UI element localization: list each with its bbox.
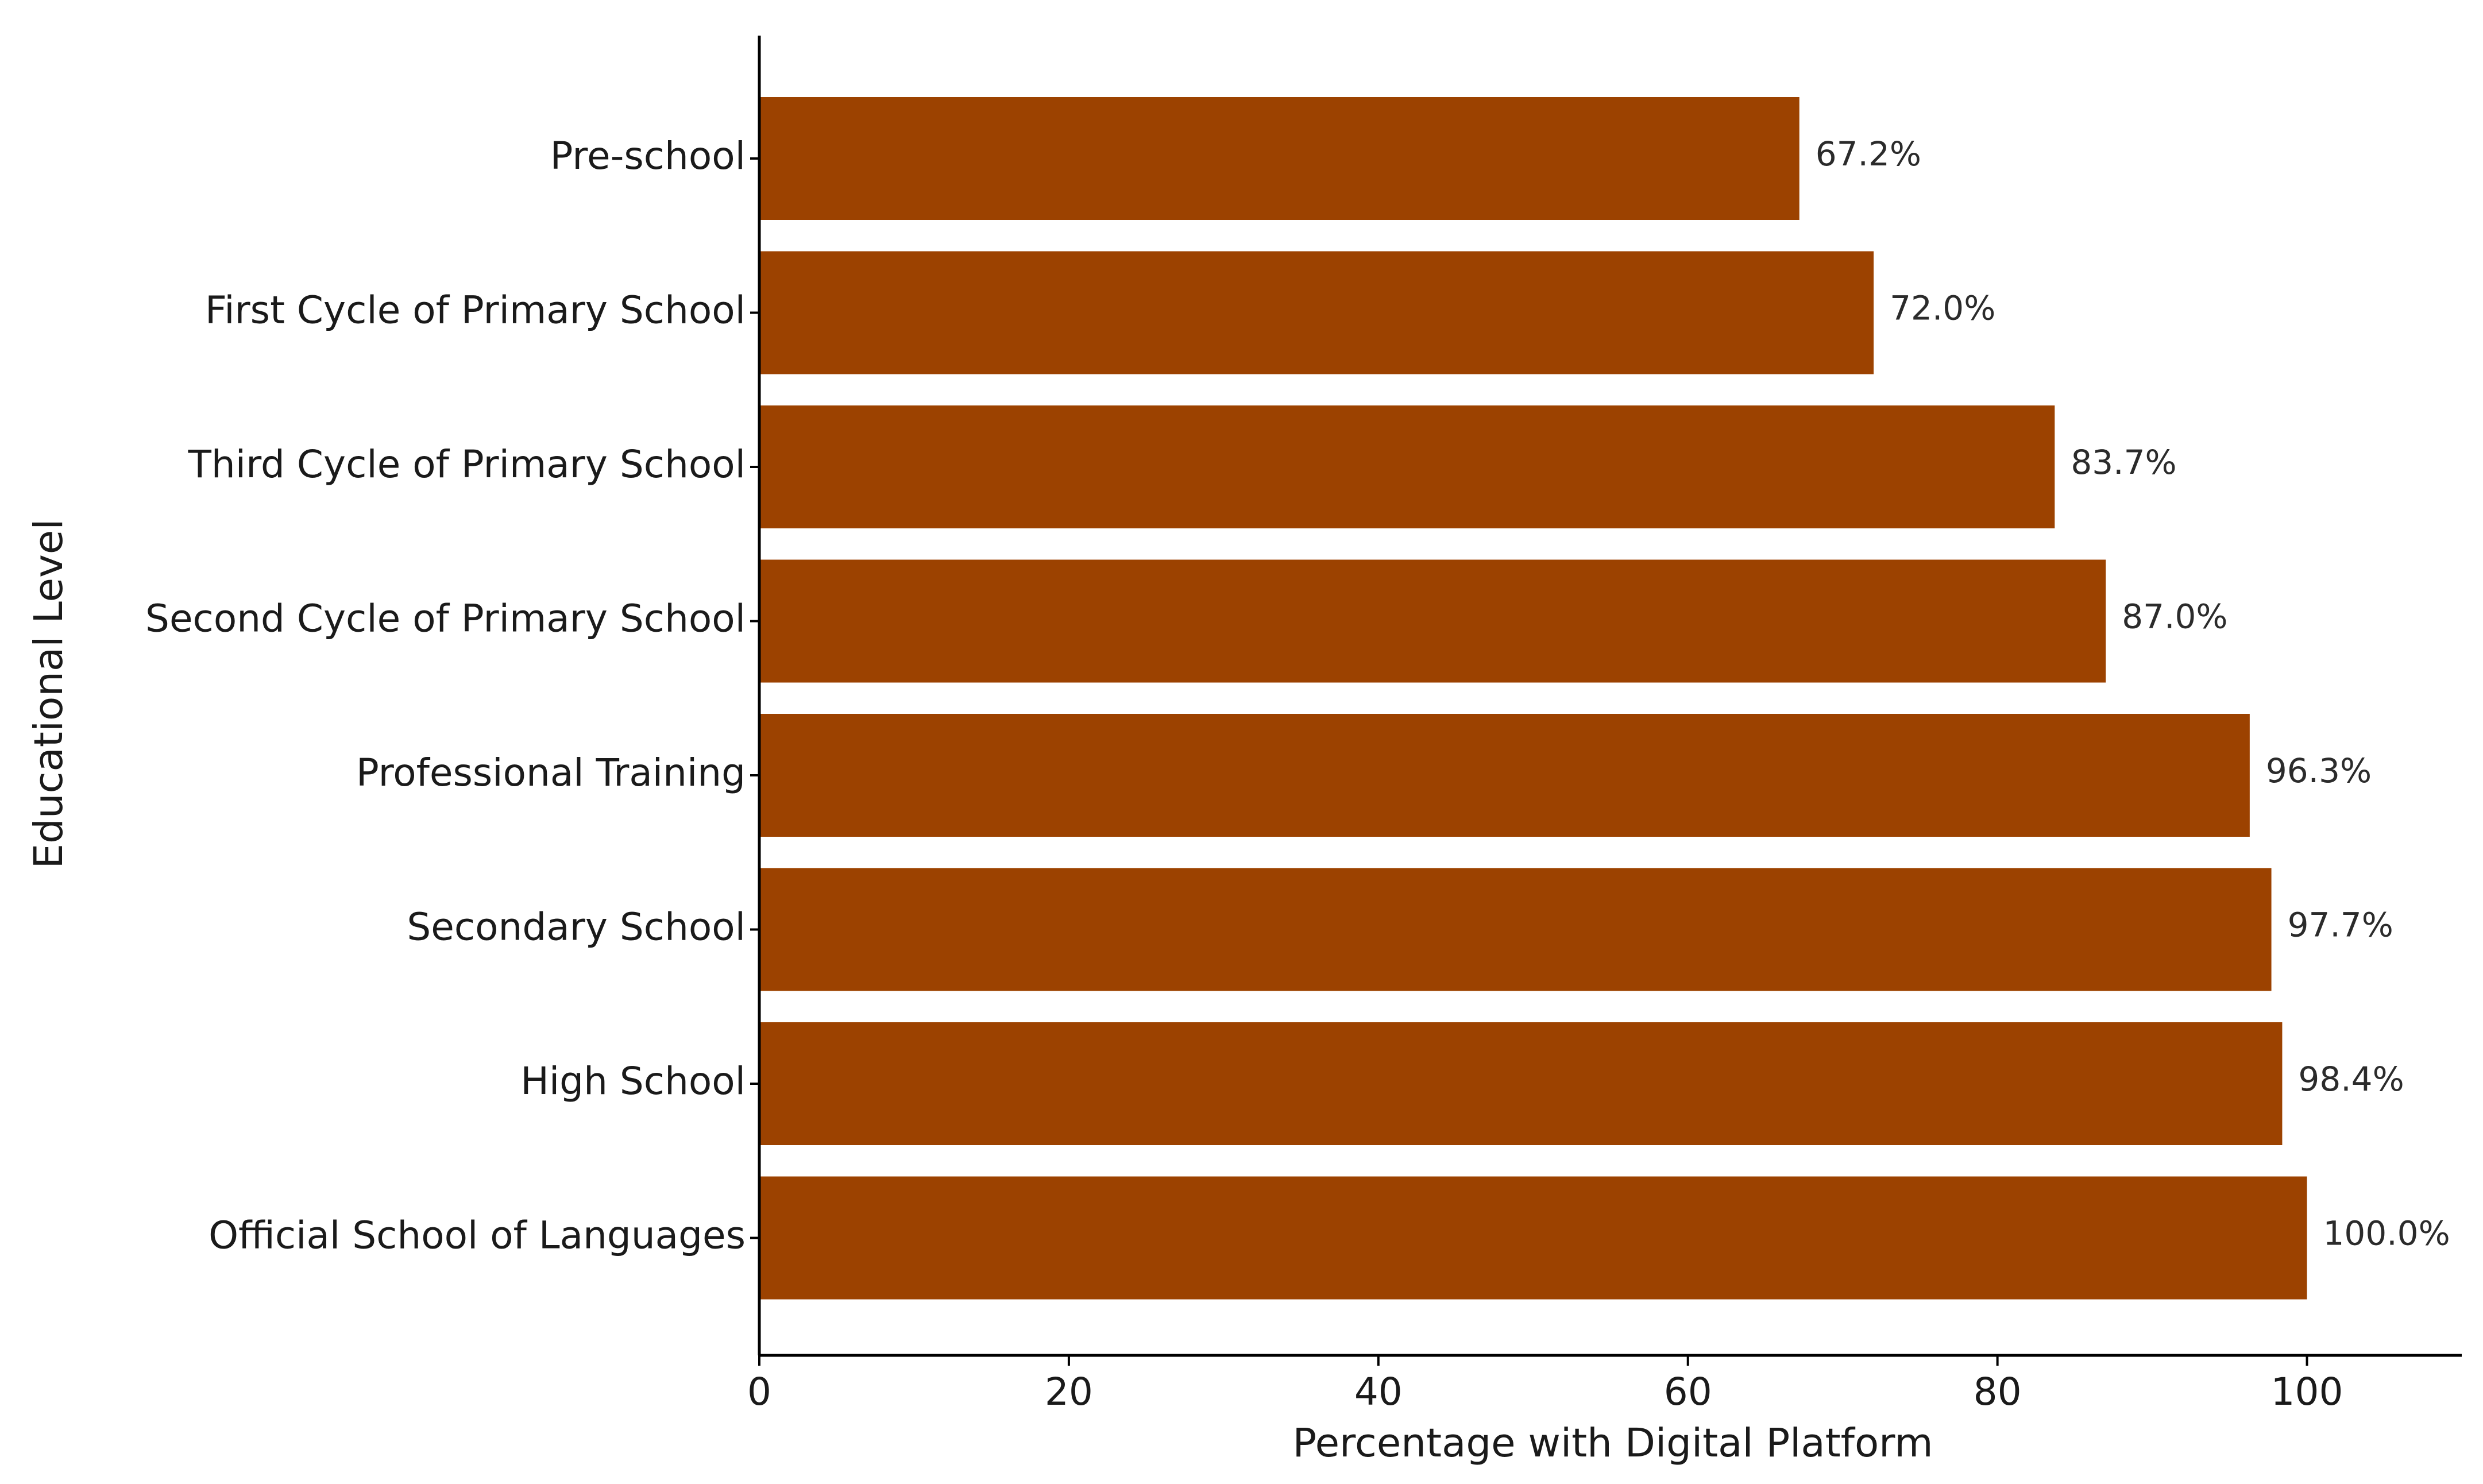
value-label-5: 97.7% [2288, 906, 2393, 945]
value-label-6: 98.4% [2298, 1060, 2404, 1099]
bar-6 [759, 1022, 2283, 1145]
y-axis-ticks: Pre-school First Cycle of Primary School T… [145, 134, 759, 1258]
y-tick-label-6: High School [520, 1059, 746, 1103]
x-tick-label-3: 60 [1664, 1370, 1712, 1414]
x-axis-title: Percentage with Digital Platform [1292, 1420, 1933, 1466]
x-tick-label-0: 0 [747, 1370, 771, 1414]
bars-group [759, 97, 2307, 1300]
x-tick-label-5: 100 [2271, 1370, 2343, 1414]
value-label-7: 100.0% [2323, 1214, 2450, 1253]
value-label-2: 83.7% [2071, 443, 2176, 482]
value-label-4: 96.3% [2266, 751, 2372, 790]
x-tick-label-2: 40 [1354, 1370, 1403, 1414]
y-tick-label-0: Pre-school [550, 134, 746, 178]
value-labels-group: 67.2% 72.0% 83.7% 87.0% 96.3% 97.7% 98.4% 100.0… [1816, 134, 2450, 1253]
bar-1 [759, 251, 1874, 374]
bar-0 [759, 97, 1800, 220]
x-axis-ticks: 0 20 40 60 80 100 [747, 1355, 2343, 1414]
value-label-1: 72.0% [1890, 289, 1995, 328]
y-tick-label-1: First Cycle of Primary School [205, 288, 746, 333]
y-tick-label-3: Second Cycle of Primary School [145, 597, 746, 641]
y-tick-label-7: Official School of Languages [208, 1214, 746, 1258]
bar-5 [759, 868, 2272, 991]
value-label-3: 87.0% [2122, 597, 2227, 636]
bar-2 [759, 405, 2055, 528]
bar-4 [759, 714, 2250, 837]
value-label-0: 67.2% [1816, 134, 1921, 173]
y-tick-label-2: Third Cycle of Primary School [188, 442, 746, 486]
bar-3 [759, 559, 2106, 683]
y-axis-title: Educational Level [26, 519, 72, 868]
x-tick-label-4: 80 [1974, 1370, 2022, 1414]
bar-7 [759, 1176, 2307, 1300]
y-tick-label-4: Professional Training [356, 751, 746, 795]
y-tick-label-5: Secondary School [407, 905, 746, 949]
x-tick-label-1: 20 [1045, 1370, 1093, 1414]
